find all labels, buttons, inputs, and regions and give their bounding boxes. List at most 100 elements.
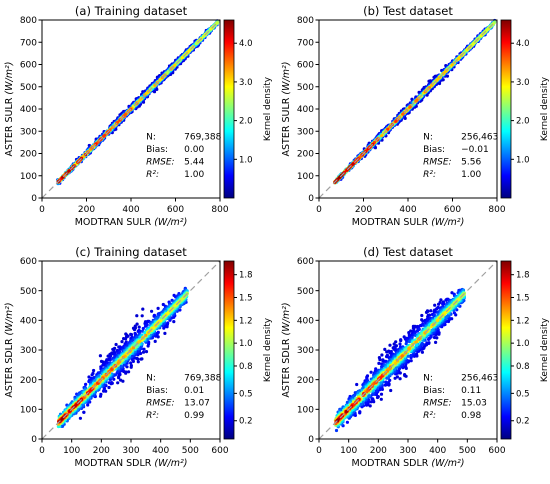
y-tick-label: 700 [297,38,314,48]
x-axis-unit: (W/m²) [154,217,187,228]
stat-value: 256,463 [461,132,498,142]
y-tick-label: 0 [31,194,37,204]
y-tick-label: 300 [20,346,37,356]
data-point [129,333,134,337]
data-point [108,358,112,362]
x-tick-label: 400 [399,205,416,215]
data-point [120,340,124,344]
data-point [379,397,383,401]
colorbar-tick-label: 1.2 [239,316,253,326]
x-tick-label: 800 [211,205,228,215]
data-point [409,353,413,358]
x-tick-label: 600 [211,446,228,456]
data-point [166,321,170,325]
y-axis-label: ASTER SULR (W/m²) [281,62,292,157]
data-point [107,381,111,385]
x-tick-label: 400 [122,205,139,215]
stat-value: 0.01 [184,386,204,396]
y-tick-label: 500 [297,83,314,93]
data-point [173,63,177,67]
x-tick-label: 300 [122,446,139,456]
data-point [172,320,176,324]
y-tick-label: 400 [297,105,314,115]
stat-value: 0.99 [184,411,204,421]
data-point [380,134,384,138]
data-point [86,403,90,407]
data-point [374,389,378,393]
y-tick-label: 600 [20,61,37,71]
stat-label: N: [423,132,433,142]
data-point [433,303,437,307]
data-point [144,350,149,354]
colorbar-tick-label: 4.0 [516,39,530,49]
y-tick-label: 200 [20,376,37,386]
data-point [384,380,388,384]
data-point [163,331,167,335]
stat-value: 1.00 [461,170,481,180]
colorbar-tick-label: 1.8 [239,271,253,281]
x-axis-label-text: MODTRAN SDLR [75,458,155,469]
stat-value: 5.44 [184,157,204,167]
stat-value: 13.07 [184,398,210,408]
data-point [437,302,441,306]
stat-value: 5.56 [461,157,481,167]
colorbar-tick-label: 3.0 [239,78,253,88]
scatter-points [333,287,466,433]
colorbar-tick-label: 0.2 [239,417,253,427]
data-point [393,376,397,380]
data-point [156,306,160,310]
y-tick-label: 200 [20,150,37,160]
stat-label: Bias: [423,145,445,155]
data-point [425,341,429,345]
data-point [398,377,402,381]
x-tick-label: 800 [488,205,505,215]
colorbar-tick-label: 2.0 [239,117,253,127]
y-axis-label: ASTER SDLR (W/m²) [4,302,15,397]
x-tick-label: 500 [182,446,199,456]
data-point [378,358,382,362]
x-tick-label: 200 [93,446,110,456]
stat-label: R²: [146,411,159,421]
data-point [141,326,145,331]
stat-value: −0.01 [461,145,489,155]
colorbar-tick-label: 0.8 [239,362,253,372]
x-tick-label: 600 [444,205,461,215]
x-axis-unit: (W/m²) [431,217,464,228]
stat-label: R²: [146,170,159,180]
data-point [124,337,128,341]
data-point [429,309,433,313]
y-tick-label: 0 [308,194,314,204]
chart-title: (d) Test dataset [363,245,453,259]
y-axis-unit: (W/m²) [4,62,15,95]
data-point [139,357,143,361]
colorbar [500,19,512,199]
data-point [136,360,140,364]
colorbar-tick-label: 1.0 [516,155,530,165]
chart-title: (b) Test dataset [363,4,453,18]
y-tick-label: 800 [297,16,314,26]
stat-value: 769,388 [184,132,221,142]
data-point [427,313,432,317]
data-point [389,355,393,359]
colorbar-tick-label: 2.0 [516,117,530,127]
data-point [92,368,96,373]
x-axis-label-text: MODTRAN SULR [75,217,155,228]
stat-label: Bias: [146,145,168,155]
data-point [432,335,437,340]
data-point [380,353,384,357]
y-tick-label: 600 [297,61,314,71]
data-point [389,388,393,393]
data-point [126,334,130,338]
stat-label: N: [146,373,156,383]
chart-title: (c) Training dataset [75,245,187,259]
data-point [82,410,86,414]
scatter-points [333,18,497,185]
data-point [153,339,157,343]
y-tick-label: 700 [20,38,37,48]
data-point [141,307,145,311]
y-tick-label: 600 [20,257,37,267]
data-point [404,342,408,346]
data-point [129,361,133,365]
